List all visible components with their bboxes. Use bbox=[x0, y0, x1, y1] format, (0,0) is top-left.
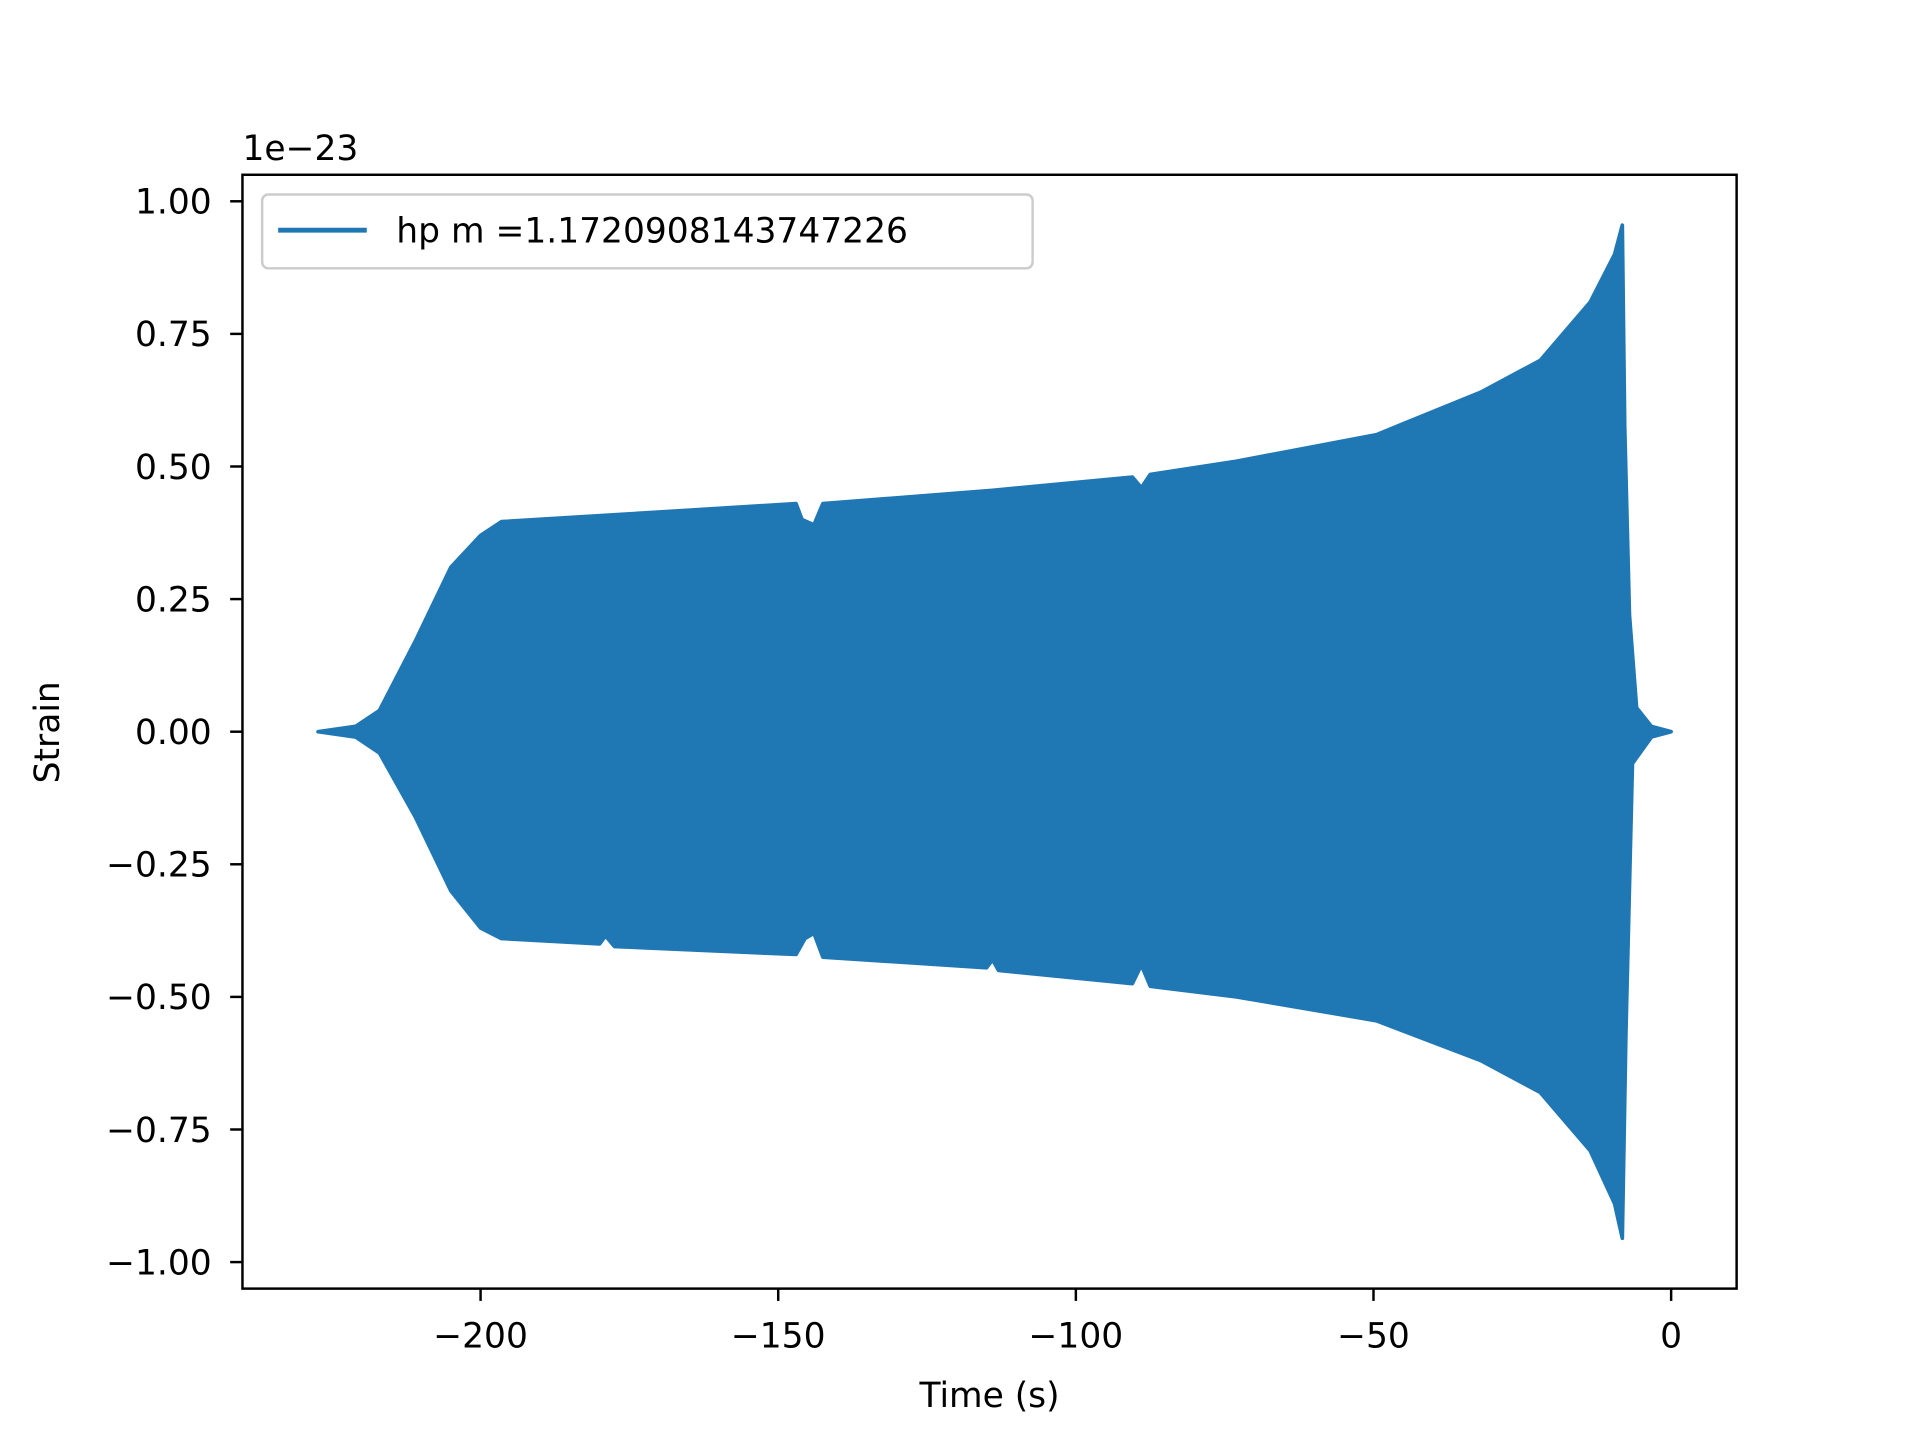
x-tick-label: −200 bbox=[433, 1317, 528, 1357]
y-tick-label: −0.50 bbox=[106, 978, 212, 1018]
legend-label: hp m =1.1720908143747226 bbox=[396, 211, 908, 251]
y-tick-label: −1.00 bbox=[106, 1243, 212, 1283]
y-tick-label: 0.25 bbox=[135, 580, 212, 620]
y-tick-label: 0.00 bbox=[135, 713, 212, 753]
x-tick-label: −150 bbox=[731, 1317, 826, 1357]
y-tick-label: 0.50 bbox=[135, 448, 212, 488]
x-axis: −200 −150 −100 −50 0 bbox=[433, 1288, 1682, 1357]
plot-area bbox=[316, 223, 1673, 1241]
x-tick-label: −50 bbox=[1337, 1317, 1410, 1357]
y-offset-label: 1e−23 bbox=[242, 129, 358, 169]
y-tick-label: −0.25 bbox=[106, 846, 212, 886]
legend: hp m =1.1720908143747226 bbox=[260, 193, 1034, 270]
legend-box bbox=[260, 193, 1034, 270]
x-tick-label: 0 bbox=[1660, 1317, 1682, 1357]
x-axis-label: Time (s) bbox=[918, 1376, 1059, 1416]
y-tick-label: −0.75 bbox=[106, 1111, 212, 1151]
y-axis: −1.00 −0.75 −0.50 −0.25 0.00 0.25 0.50 0.75 1.00 bbox=[106, 183, 243, 1283]
series-waveform bbox=[316, 223, 1673, 1241]
y-axis-label: Strain bbox=[28, 681, 68, 783]
y-tick-label: 0.75 bbox=[135, 315, 212, 355]
x-tick-label: −100 bbox=[1029, 1317, 1124, 1357]
y-tick-label: 1.00 bbox=[135, 183, 212, 223]
